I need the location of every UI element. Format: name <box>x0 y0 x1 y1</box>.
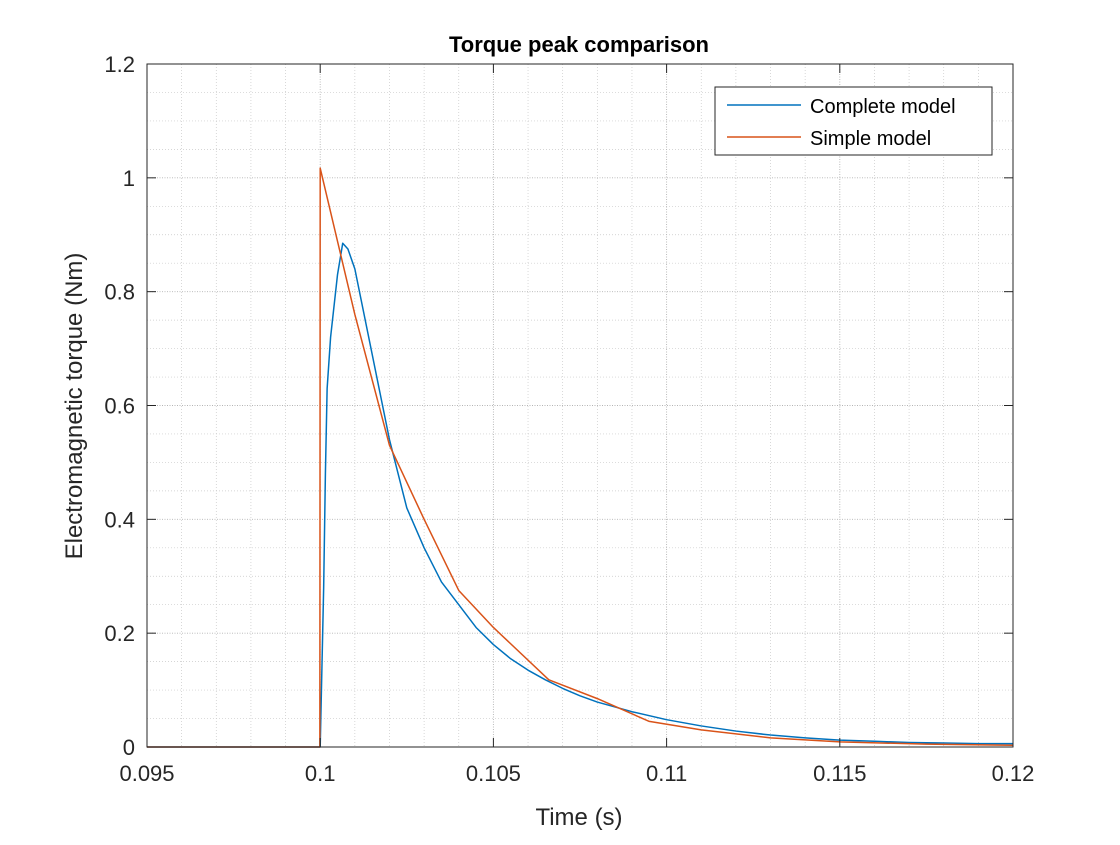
chart-title: Torque peak comparison <box>449 32 709 57</box>
y-tick-label: 0.6 <box>104 394 135 419</box>
minor-grid <box>147 64 1013 747</box>
x-tick-label: 0.11 <box>646 761 687 786</box>
series-line-simple-model <box>147 167 1014 748</box>
x-tick-label: 0.095 <box>119 761 174 786</box>
y-tick-label: 1.2 <box>104 52 135 77</box>
legend: Complete model Simple model <box>714 86 993 156</box>
y-tick-label: 0.8 <box>104 280 135 305</box>
y-tick-label: 1 <box>123 166 135 191</box>
x-tick-label: 0.115 <box>813 761 866 786</box>
legend-box <box>714 86 993 156</box>
legend-label-simple-model: Simple model <box>810 128 931 150</box>
series-line-complete-model <box>147 242 1013 748</box>
y-tick-label: 0.2 <box>104 621 135 646</box>
legend-label-complete-model: Complete model <box>810 96 956 118</box>
x-tick-label: 0.1 <box>305 761 336 786</box>
y-tick-label: 0.4 <box>104 507 135 532</box>
x-axis-label: Time (s) <box>535 804 622 831</box>
x-tick-label: 0.12 <box>992 761 1035 786</box>
series-layer <box>147 167 1014 748</box>
axis-ticks: 0.095 0.1 0.105 0.11 0.115 0.12 0 0.2 0.4 0.6 0.8 1… <box>104 52 1034 786</box>
x-tick-label: 0.105 <box>466 761 521 786</box>
y-tick-label: 0 <box>123 735 135 760</box>
y-axis-label: Electromagnetic torque (Nm) <box>61 253 88 560</box>
